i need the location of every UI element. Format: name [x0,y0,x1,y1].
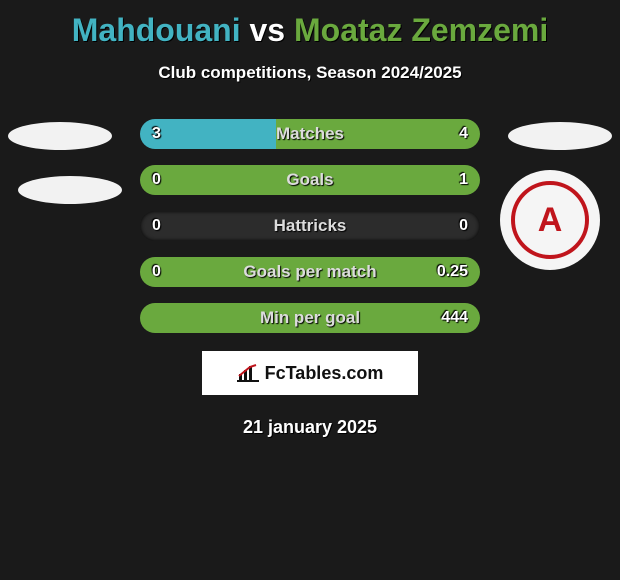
stat-fill-right [140,303,480,333]
comparison-card: Mahdouani vs Moataz Zemzemi Club competi… [0,0,620,580]
date-text: 21 january 2025 [0,417,620,438]
stat-row: 34Matches [140,119,480,149]
chart-icon [237,364,259,382]
subtitle: Club competitions, Season 2024/2025 [0,63,620,83]
stat-row: 01Goals [140,165,480,195]
stat-row: 00Hattricks [140,211,480,241]
stat-row: 00.25Goals per match [140,257,480,287]
stat-fill-right [140,257,480,287]
stat-value-left: 0 [152,257,161,287]
stat-value-right: 0 [459,211,468,241]
stat-rows: 34Matches01Goals00Hattricks00.25Goals pe… [0,119,620,333]
stat-value-left: 3 [152,119,161,149]
title-left-name: Mahdouani [72,12,241,48]
stat-value-right: 1 [459,165,468,195]
stat-value-left: 0 [152,211,161,241]
stat-value-right: 4 [459,119,468,149]
title-right-name: Moataz Zemzemi [294,12,548,48]
page-title: Mahdouani vs Moataz Zemzemi [0,0,620,49]
stat-value-right: 0.25 [437,257,468,287]
stat-fill-right [140,165,480,195]
stat-value-left: 0 [152,165,161,195]
stat-fill-right [140,211,480,241]
stat-row: 444Min per goal [140,303,480,333]
brand-box: FcTables.com [202,351,418,395]
title-vs: vs [250,12,286,48]
stat-fill-right [276,119,480,149]
brand-text: FcTables.com [265,363,384,384]
stat-value-right: 444 [441,303,468,333]
